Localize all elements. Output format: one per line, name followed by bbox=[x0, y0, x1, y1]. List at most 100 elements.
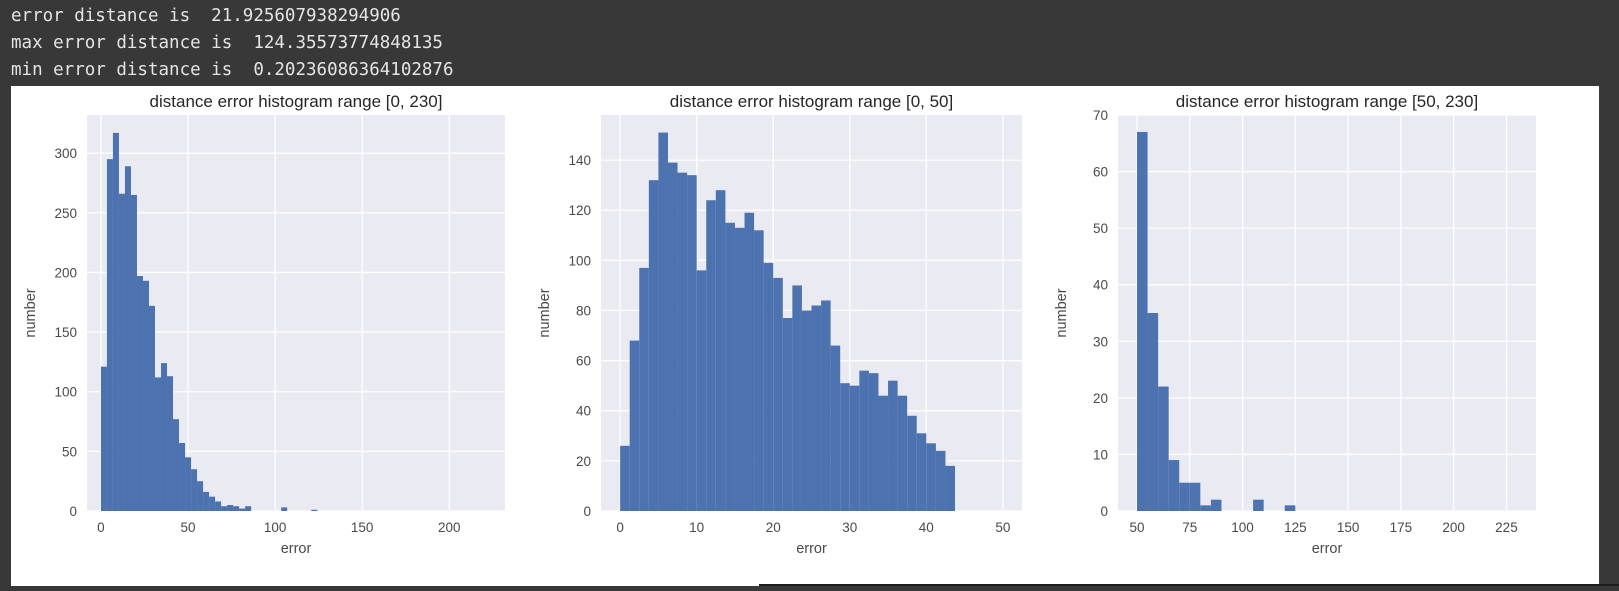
x-tick-label: 0 bbox=[97, 520, 105, 535]
histogram-bar bbox=[811, 305, 822, 511]
y-tick-label: 70 bbox=[1093, 108, 1108, 123]
histogram-bar bbox=[696, 270, 707, 511]
chart-title: distance error histogram range [50, 230] bbox=[1176, 92, 1478, 111]
histogram-bar bbox=[136, 276, 143, 511]
histogram-bar bbox=[215, 501, 222, 511]
histogram-bar bbox=[203, 491, 210, 511]
y-axis-label: number bbox=[537, 288, 553, 337]
x-tick-label: 50 bbox=[1129, 520, 1144, 535]
y-axis-label: number bbox=[23, 288, 39, 337]
console-output: error distance is 21.925607938294906 max… bbox=[0, 0, 1619, 86]
histogram-panel-2: 0 10 20 30 40 50 0 20 40 60 80 100 120 140 distance er… bbox=[537, 92, 1022, 557]
y-tick-label: 60 bbox=[576, 354, 591, 369]
histogram-bar bbox=[245, 506, 252, 511]
histogram-bar bbox=[1284, 505, 1296, 511]
histogram-bar bbox=[830, 345, 841, 511]
y-tick-label: 60 bbox=[1093, 165, 1108, 180]
histogram-bar bbox=[142, 280, 149, 511]
y-tick-label: 100 bbox=[54, 385, 77, 400]
x-tick-label: 200 bbox=[1442, 520, 1465, 535]
histogram-bar bbox=[197, 481, 204, 511]
histogram-bar bbox=[648, 180, 659, 511]
y-axis-label: number bbox=[1054, 288, 1070, 337]
histogram-bar bbox=[233, 506, 240, 511]
histogram-bar bbox=[227, 505, 234, 511]
y-tick-label: 150 bbox=[54, 325, 77, 340]
histogram-bar bbox=[124, 166, 131, 511]
histogram-bar bbox=[935, 450, 946, 511]
histogram-bar bbox=[868, 373, 879, 511]
histogram-bar bbox=[715, 190, 726, 511]
histogram-bar bbox=[945, 465, 956, 511]
x-tick-label: 100 bbox=[1231, 520, 1254, 535]
x-tick-label: 40 bbox=[919, 520, 934, 535]
figure-output: 0 50 100 150 200 0 50 100 150 200 250 300 distance e… bbox=[11, 86, 1599, 586]
y-tick-label: 20 bbox=[1093, 391, 1108, 406]
x-tick-label: 20 bbox=[766, 520, 781, 535]
histogram-bar bbox=[1179, 482, 1190, 511]
x-tick-label: 150 bbox=[351, 520, 374, 535]
y-tick-label: 0 bbox=[69, 504, 77, 519]
console-line-min-error: min error distance is 0.2023608636410287… bbox=[11, 60, 454, 80]
x-tick-label: 0 bbox=[616, 520, 624, 535]
x-tick-label: 225 bbox=[1495, 520, 1518, 535]
histogram-bar bbox=[907, 415, 917, 511]
histogram-bar bbox=[179, 443, 186, 511]
histogram-bar bbox=[725, 222, 735, 511]
y-tick-label: 250 bbox=[54, 206, 77, 221]
histogram-bar bbox=[792, 285, 802, 511]
histogram-bar bbox=[620, 445, 630, 511]
histogram-bar bbox=[782, 318, 793, 511]
histogram-bar bbox=[658, 132, 668, 511]
y-tick-label: 30 bbox=[1093, 334, 1108, 349]
y-tick-label: 50 bbox=[1093, 221, 1108, 236]
histogram-bar bbox=[1189, 482, 1201, 511]
histogram-bar bbox=[706, 200, 716, 511]
histogram-bar bbox=[185, 457, 192, 511]
histogram-bar bbox=[1158, 386, 1169, 511]
histogram-bar bbox=[155, 377, 162, 511]
histogram-bar bbox=[167, 376, 174, 511]
x-tick-label: 200 bbox=[438, 520, 461, 535]
histogram-bar bbox=[118, 193, 125, 511]
x-tick-label: 10 bbox=[689, 520, 704, 535]
histogram-bar bbox=[1137, 131, 1148, 511]
histogram-bar bbox=[239, 508, 246, 511]
histogram-bar bbox=[106, 159, 113, 511]
y-tick-label: 80 bbox=[576, 303, 591, 318]
histogram-bar bbox=[1168, 460, 1180, 511]
histogram-bar bbox=[100, 366, 107, 511]
y-tick-label: 200 bbox=[54, 265, 77, 280]
histogram-bar bbox=[161, 363, 168, 511]
histogram-bar bbox=[191, 469, 198, 511]
console-line-max-error: max error distance is 124.35573774848135 bbox=[11, 33, 443, 53]
histogram-bar bbox=[112, 132, 119, 511]
x-tick-label: 150 bbox=[1337, 520, 1360, 535]
histogram-bar bbox=[209, 496, 216, 511]
y-tick-label: 40 bbox=[576, 404, 591, 419]
x-tick-label: 50 bbox=[181, 520, 196, 535]
y-tick-label: 120 bbox=[568, 203, 591, 218]
histogram-panel-3: 50 75 100 125 150 175 200 225 0 10 20 30 40 50 60 70 dis… bbox=[1054, 92, 1536, 557]
histogram-bar bbox=[667, 162, 678, 512]
x-axis-label: error bbox=[281, 541, 312, 557]
histogram-bar bbox=[763, 262, 774, 511]
histogram-bar bbox=[173, 419, 180, 511]
y-tick-label: 40 bbox=[1093, 278, 1108, 293]
histogram-bar bbox=[1253, 499, 1264, 511]
histogram-bar bbox=[754, 230, 764, 511]
histogram-bar bbox=[821, 300, 831, 511]
histogram-bar bbox=[629, 340, 640, 511]
histogram-bar bbox=[849, 385, 860, 511]
x-tick-label: 30 bbox=[842, 520, 857, 535]
histogram-bar bbox=[888, 380, 898, 511]
x-axis-label: error bbox=[1312, 541, 1343, 557]
y-tick-label: 0 bbox=[583, 504, 591, 519]
output-border bbox=[759, 584, 1619, 586]
console-line-mean-error: error distance is 21.925607938294906 bbox=[11, 6, 401, 26]
histogram-bar bbox=[926, 443, 936, 511]
histogram-panel-1: 0 50 100 150 200 0 50 100 150 200 250 300 distance e… bbox=[23, 92, 505, 557]
y-tick-label: 140 bbox=[568, 153, 591, 168]
y-tick-label: 300 bbox=[54, 146, 77, 161]
